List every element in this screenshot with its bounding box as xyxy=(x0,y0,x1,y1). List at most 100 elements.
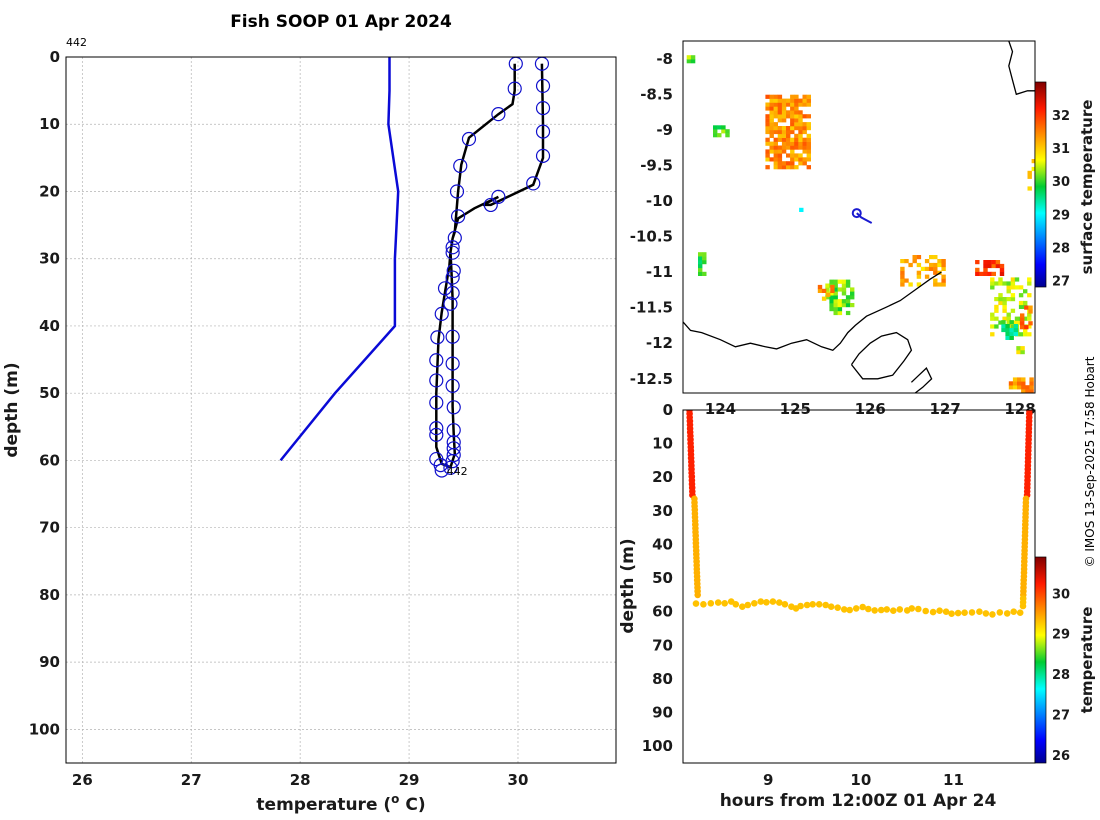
profile-marker xyxy=(443,296,458,311)
sst-cell xyxy=(1027,174,1032,179)
profile-marker xyxy=(429,395,444,410)
sst-cell xyxy=(794,102,799,107)
sst-cell xyxy=(1021,385,1026,390)
sst-cell xyxy=(798,110,803,115)
sst-cell xyxy=(994,308,999,313)
sst-cell xyxy=(941,282,946,287)
sst-cell xyxy=(1027,293,1032,298)
cast-point xyxy=(883,606,891,613)
sst-cell xyxy=(1020,321,1025,326)
sst-cell xyxy=(1002,304,1007,309)
sst-cell xyxy=(721,129,726,134)
timeseries-colorbar-ticks: 26 27 28 29 30 xyxy=(1052,587,1070,764)
sst-cell xyxy=(777,126,783,131)
sst-cell xyxy=(806,98,811,103)
sst-cell xyxy=(841,299,847,304)
sst-cell xyxy=(773,137,778,142)
colorbar-tick-label: 28 xyxy=(1052,668,1070,683)
sst-cell xyxy=(833,307,838,312)
sst-cell xyxy=(765,114,770,119)
y-tick-label: 10 xyxy=(39,115,60,133)
sst-cell xyxy=(841,287,847,292)
sst-cell xyxy=(794,165,799,170)
sst-cell xyxy=(998,277,1003,282)
sst-cell xyxy=(781,161,787,166)
sst-cell xyxy=(1029,389,1034,393)
sst-cell xyxy=(806,157,811,162)
sst-cell xyxy=(717,133,722,138)
cast-point xyxy=(840,606,848,613)
sst-cell xyxy=(717,125,722,130)
sst-cell xyxy=(806,126,811,131)
sst-cell xyxy=(829,291,834,296)
x-tick-label: 30 xyxy=(508,771,529,789)
sst-cell xyxy=(786,141,791,146)
sst-cell xyxy=(937,282,942,287)
sst-cell xyxy=(837,287,843,292)
cast-point xyxy=(732,601,740,608)
sst-cell xyxy=(713,125,718,130)
map-colorbar-ticks: 27 28 29 30 31 32 xyxy=(1052,109,1070,289)
sst-cell xyxy=(777,133,783,138)
sst-cell xyxy=(786,102,791,107)
sst-cell xyxy=(1027,312,1032,317)
sst-cell xyxy=(790,165,795,170)
depth-tick-label: 70 xyxy=(652,636,673,654)
sst-cell xyxy=(773,149,778,154)
colorbar-tick-label: 29 xyxy=(1052,628,1070,643)
sst-cell xyxy=(916,270,922,275)
sst-cell xyxy=(798,129,803,135)
timeseries-colorbar xyxy=(1034,556,1047,764)
sst-cell xyxy=(806,145,811,150)
colorbar-tick-label: 29 xyxy=(1052,208,1070,223)
sst-cell xyxy=(841,291,847,296)
coast-segment xyxy=(683,271,942,352)
sst-cell xyxy=(916,282,922,287)
sst-cell xyxy=(777,157,783,162)
hour-tick-label: 11 xyxy=(943,771,964,789)
sst-cell xyxy=(777,110,783,115)
cast-point xyxy=(714,599,722,606)
sst-cell xyxy=(900,278,905,283)
sst-cell xyxy=(790,145,795,150)
sst-cell xyxy=(1010,281,1016,286)
cast-point xyxy=(996,609,1004,616)
sst-cell xyxy=(806,141,811,146)
cast-point xyxy=(803,601,811,609)
map-panel: -8 -8.5 -9 -9.5 -10 -10.5 -11 -11.5 -12 -12.5 124… xyxy=(630,40,1096,418)
sst-cell xyxy=(833,310,838,316)
sst-cell xyxy=(983,267,988,272)
sst-cell xyxy=(829,303,834,308)
sst-cell xyxy=(998,320,1003,325)
cast-point xyxy=(809,601,816,608)
sst-cell xyxy=(837,310,843,316)
sst-cell xyxy=(1027,186,1032,191)
sst-cell xyxy=(794,157,799,162)
sst-cell xyxy=(781,114,787,119)
profile-marker xyxy=(491,107,506,122)
sst-cell xyxy=(777,114,783,119)
sst-cell xyxy=(850,303,855,308)
sst-cell xyxy=(1029,385,1034,390)
sst-cell xyxy=(798,126,803,131)
profile-marker xyxy=(446,423,461,438)
sst-cell xyxy=(798,145,803,150)
profile-frame xyxy=(65,56,617,764)
profile-marker xyxy=(434,463,449,478)
lon-tick-label: 127 xyxy=(929,400,960,418)
cast-point xyxy=(707,600,715,607)
profile-tag-top: 442 xyxy=(66,36,87,49)
sst-cell xyxy=(833,279,838,284)
sst-cell xyxy=(802,114,807,119)
sst-cell xyxy=(698,256,703,261)
sst-cell xyxy=(1010,308,1016,313)
sst-cell xyxy=(900,282,905,287)
cast-point xyxy=(700,601,707,608)
profile-marker xyxy=(483,197,498,213)
cast-point xyxy=(694,591,701,599)
sst-cell xyxy=(765,137,770,142)
sst-cell xyxy=(769,122,774,127)
profile-marker xyxy=(491,189,506,204)
cast-point xyxy=(859,603,866,611)
profile-marker xyxy=(453,158,468,174)
